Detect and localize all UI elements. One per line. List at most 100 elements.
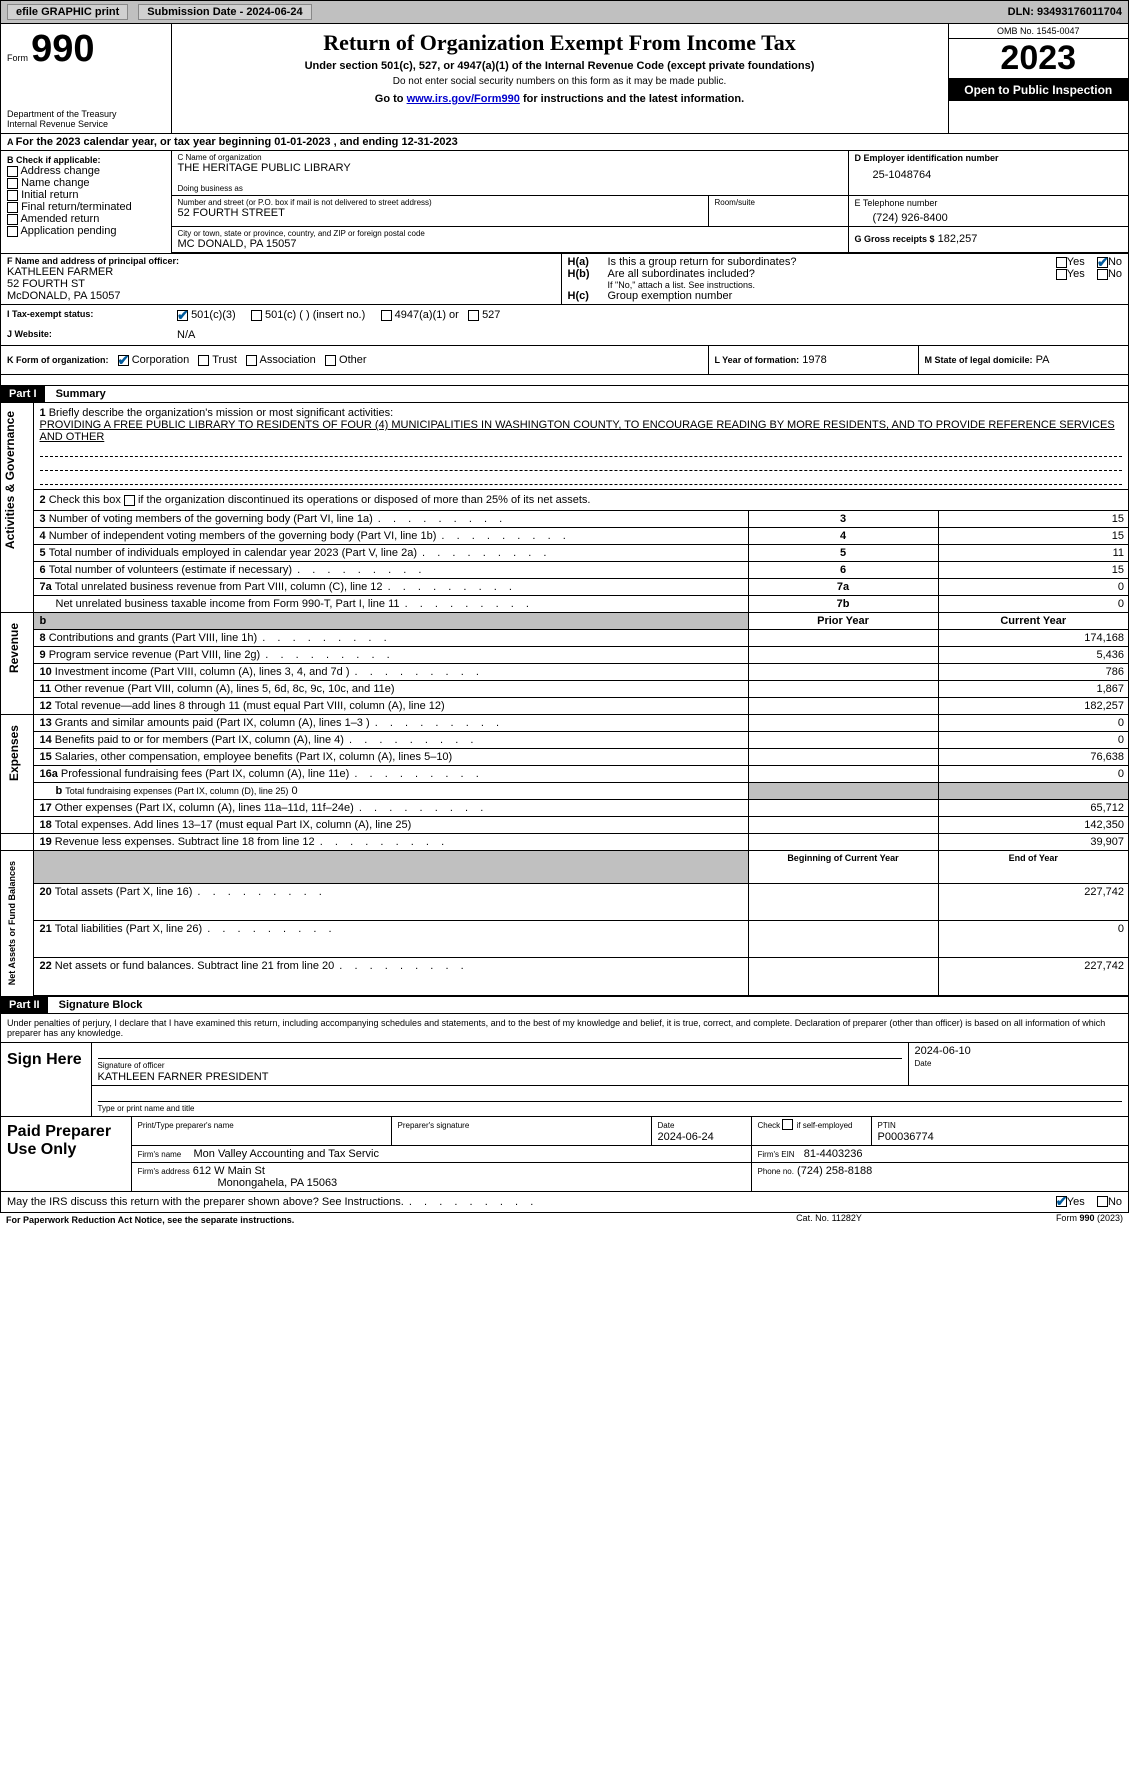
- sig-date-lbl: Date: [915, 1059, 932, 1068]
- omb-number: OMB No. 1545-0047: [949, 24, 1129, 39]
- sig-type: Type or print name and title: [98, 1104, 195, 1113]
- cb-discuss-yes[interactable]: [1056, 1196, 1067, 1207]
- cb-4947[interactable]: [381, 310, 392, 321]
- l2-rest: if the organization discontinued its ope…: [138, 494, 591, 506]
- v7a: 0: [938, 579, 1128, 596]
- cb-final-return[interactable]: [7, 202, 18, 213]
- cb-l2[interactable]: [124, 495, 135, 506]
- i-o3: 4947(a)(1) or: [395, 309, 459, 321]
- v4: 15: [938, 528, 1128, 545]
- discuss-no: No: [1108, 1196, 1122, 1208]
- m-lbl: M State of legal domicile:: [925, 355, 1033, 365]
- dba-lbl: Doing business as: [178, 184, 842, 193]
- cb-amended[interactable]: [7, 214, 18, 225]
- h-b-note: If "No," attach a list. See instructions…: [608, 280, 1123, 290]
- cb-self-employed[interactable]: [782, 1119, 793, 1130]
- l22: Net assets or fund balances. Subtract li…: [55, 960, 466, 972]
- discuss-text: May the IRS discuss this return with the…: [7, 1196, 535, 1208]
- j-val: N/A: [171, 325, 1128, 345]
- side-na: Net Assets or Fund Balances: [5, 853, 19, 993]
- v10: 786: [938, 664, 1128, 681]
- i-o2: 501(c) ( ) (insert no.): [265, 309, 365, 321]
- ptin-lbl: PTIN: [878, 1121, 896, 1130]
- sign-here: Sign Here: [1, 1043, 91, 1117]
- cb-527[interactable]: [468, 310, 479, 321]
- declaration: Under penalties of perjury, I declare th…: [1, 1014, 1128, 1043]
- ha-no: No: [1108, 256, 1122, 268]
- part2-hdr: Part II: [1, 997, 48, 1013]
- footer-pra: For Paperwork Reduction Act Notice, see …: [0, 1213, 729, 1227]
- cb-ha-yes[interactable]: [1056, 257, 1067, 268]
- irs-link[interactable]: www.irs.gov/Form990: [407, 93, 520, 105]
- phone-lbl: Phone no.: [758, 1167, 794, 1176]
- v20: 227,742: [938, 883, 1128, 920]
- cb-hb-no[interactable]: [1097, 269, 1108, 280]
- cb-discuss-no[interactable]: [1097, 1196, 1108, 1207]
- l-val: 1978: [802, 354, 826, 366]
- cb-app-pending[interactable]: [7, 226, 18, 237]
- f-lbl: F Name and address of principal officer:: [7, 256, 555, 266]
- check-self-post: if self-employed: [796, 1121, 852, 1130]
- l8: Contributions and grants (Part VIII, lin…: [49, 632, 389, 644]
- l6: Total number of volunteers (estimate if …: [49, 564, 424, 576]
- l2-text: Check this box: [49, 494, 124, 506]
- open-inspection: Open to Public Inspection: [949, 79, 1129, 101]
- lbl-final-return: Final return/terminated: [21, 201, 132, 213]
- v9: 5,436: [938, 647, 1128, 664]
- m-val: PA: [1036, 354, 1050, 366]
- l20: Total assets (Part X, line 16): [55, 886, 324, 898]
- tax-year: 2023: [949, 39, 1129, 79]
- v11: 1,867: [938, 681, 1128, 698]
- k-trust: Trust: [212, 354, 237, 366]
- cb-501c[interactable]: [251, 310, 262, 321]
- l9: Program service revenue (Part VIII, line…: [49, 649, 392, 661]
- part2-title: Signature Block: [51, 997, 151, 1013]
- col-prior: Prior Year: [748, 613, 938, 630]
- l11: Other revenue (Part VIII, column (A), li…: [54, 683, 394, 695]
- col-beg: Beginning of Current Year: [748, 851, 938, 884]
- period-end: 12-31-2023: [401, 136, 457, 148]
- lbl-initial-return: Initial return: [21, 189, 78, 201]
- l16a: Professional fundraising fees (Part IX, …: [61, 768, 481, 780]
- v22: 227,742: [938, 958, 1128, 995]
- v21: 0: [938, 921, 1128, 958]
- form-label: Form: [7, 53, 28, 63]
- v16a: 0: [938, 766, 1128, 783]
- part1-hdr: Part I: [1, 386, 45, 402]
- k-lbl: K Form of organization:: [7, 355, 109, 365]
- cb-assoc[interactable]: [246, 355, 257, 366]
- cb-other[interactable]: [325, 355, 336, 366]
- dln-label: DLN: 93493176011704: [1008, 6, 1122, 18]
- cb-address-change[interactable]: [7, 166, 18, 177]
- cb-corp[interactable]: [118, 355, 129, 366]
- irs-label: Internal Revenue Service: [7, 119, 165, 129]
- prep-name-lbl: Print/Type preparer's name: [138, 1121, 234, 1130]
- v5: 11: [938, 545, 1128, 562]
- officer-street: 52 FOURTH ST: [7, 278, 555, 290]
- h-b-text: Are all subordinates included?: [608, 268, 1013, 280]
- cb-501c3[interactable]: [177, 310, 188, 321]
- cb-hb-yes[interactable]: [1056, 269, 1067, 280]
- cb-trust[interactable]: [198, 355, 209, 366]
- firm-addr-lbl: Firm's address: [138, 1167, 190, 1176]
- cb-initial-return[interactable]: [7, 190, 18, 201]
- v8: 174,168: [938, 630, 1128, 647]
- e-phone-val: (724) 926-8400: [855, 208, 1123, 224]
- l10: Investment income (Part VIII, column (A)…: [55, 666, 481, 678]
- ptin-val: P00036774: [878, 1131, 934, 1143]
- street-lbl: Number and street (or P.O. box if mail i…: [178, 198, 702, 207]
- cb-ha-no[interactable]: [1097, 257, 1108, 268]
- cb-name-change[interactable]: [7, 178, 18, 189]
- phone-val: (724) 258-8188: [797, 1165, 872, 1177]
- d-ein-lbl: D Employer identification number: [855, 153, 1123, 163]
- i-lbl: Tax-exempt status:: [12, 309, 93, 319]
- dept-treasury: Department of the Treasury: [7, 109, 165, 119]
- ssn-warning: Do not enter social security numbers on …: [182, 76, 938, 87]
- efile-button[interactable]: efile GRAPHIC print: [7, 4, 128, 20]
- prep-date: 2024-06-24: [658, 1131, 714, 1143]
- side-exp: Expenses: [5, 717, 23, 789]
- l-lbl: L Year of formation:: [715, 355, 800, 365]
- prep-sig-lbl: Preparer's signature: [398, 1121, 470, 1130]
- firm-ein: 81-4403236: [804, 1148, 863, 1160]
- form-number: 990: [31, 28, 94, 70]
